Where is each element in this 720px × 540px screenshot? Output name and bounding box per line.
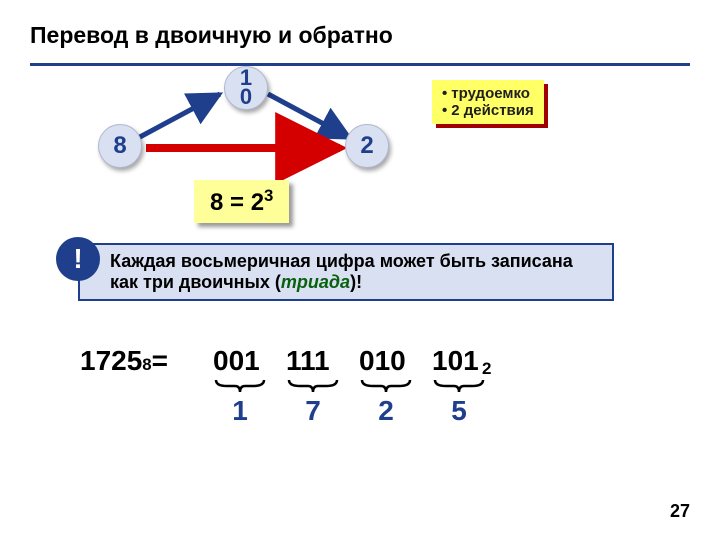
triad-digit: 5 xyxy=(432,395,486,427)
triad-digit: 2 xyxy=(359,395,413,427)
node-10-label: 10 xyxy=(240,65,252,109)
exclamation-icon: ! xyxy=(56,237,100,281)
formula-base: 8 = 2 xyxy=(210,189,264,216)
info-box: Каждая восьмеричная цифра может быть зап… xyxy=(78,243,614,301)
triad-rest: 111 xyxy=(286,345,330,376)
info-triad-word: триада xyxy=(281,272,350,292)
formula-exp: 3 xyxy=(264,186,273,205)
eq-rhs-sub: 2 xyxy=(482,359,491,379)
node-10: 10 xyxy=(224,66,268,110)
info-suffix: )! xyxy=(350,272,362,292)
node-8-label: 8 xyxy=(113,132,126,160)
note-line-1: трудоемко xyxy=(451,85,530,102)
triad-bits: 001 xyxy=(213,345,260,377)
triad-digit: 1 xyxy=(213,395,267,427)
leading-zeros: 00 xyxy=(213,345,244,376)
triad-bits: 010 xyxy=(359,345,406,377)
triad-digit: 7 xyxy=(286,395,340,427)
node-2: 2 xyxy=(345,124,389,168)
node-8: 8 xyxy=(98,124,142,168)
brace-icon xyxy=(213,378,267,396)
formula-box: 8 = 23 xyxy=(194,180,289,223)
triad-rest: 1 xyxy=(244,345,260,376)
page-title: Перевод в двоичную и обратно xyxy=(30,22,393,49)
brace-icon xyxy=(359,378,413,396)
triad-rest: 010 xyxy=(359,345,406,376)
yellow-note: •трудоемко •2 действия xyxy=(432,80,544,124)
brace-icon xyxy=(286,378,340,396)
note-line-2: 2 действия xyxy=(451,102,533,119)
equation: 17258 = xyxy=(80,345,168,377)
brace-icon xyxy=(432,378,486,396)
triad-bits: 111 xyxy=(286,345,330,377)
triad-rest: 101 xyxy=(432,345,479,376)
node-2-label: 2 xyxy=(360,132,373,160)
eq-equals: = xyxy=(152,345,168,377)
eq-lhs: 1725 xyxy=(80,345,142,377)
triad-bits: 101 xyxy=(432,345,479,377)
eq-lhs-sub: 8 xyxy=(142,355,151,375)
page-number: 27 xyxy=(670,501,690,522)
